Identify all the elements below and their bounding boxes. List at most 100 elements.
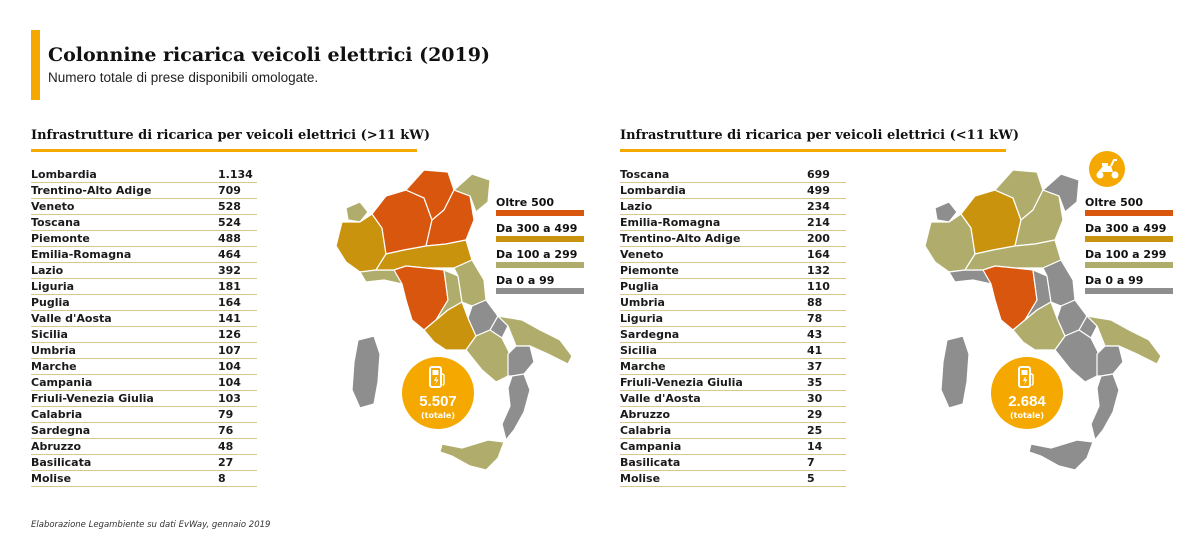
region-value: 79	[218, 408, 234, 421]
table-row: Sicilia 126	[31, 327, 257, 343]
region-value: 14	[807, 440, 823, 453]
region-shape-sardegna	[940, 335, 970, 409]
region-value: 464	[218, 248, 241, 261]
legend-label: Oltre 500	[1085, 196, 1144, 209]
table-row: Lazio 234	[620, 199, 846, 215]
region-name: Molise	[31, 472, 72, 485]
table-row: Sicilia 41	[620, 343, 846, 359]
source-footnote: Elaborazione Legambiente su dati EvWay, …	[31, 520, 271, 530]
region-value: 35	[807, 376, 823, 389]
region-value: 709	[218, 184, 241, 197]
region-shape-basilicata	[1096, 345, 1124, 377]
region-value: 25	[807, 424, 823, 437]
region-value: 392	[218, 264, 241, 277]
region-name: Emilia-Romagna	[31, 248, 132, 261]
region-value: 103	[218, 392, 241, 405]
legend-label: Da 0 a 99	[1085, 274, 1144, 287]
region-value: 141	[218, 312, 241, 325]
region-value: 88	[807, 296, 823, 309]
region-shape-sicilia	[1028, 439, 1094, 471]
table-row: Friuli-Venezia Giulia 35	[620, 375, 846, 391]
legend-label: Da 100 a 299	[1085, 248, 1167, 261]
region-value: 126	[218, 328, 241, 341]
region-name: Toscana	[620, 168, 670, 181]
map-legend: Oltre 500 Da 300 a 499 Da 100 a 299 Da 0 a …	[496, 195, 616, 299]
table-row: Piemonte 488	[31, 231, 257, 247]
region-value: 164	[807, 248, 830, 261]
region-value: 37	[807, 360, 823, 373]
legend-item: Da 100 a 299	[496, 247, 616, 273]
region-value: 200	[807, 232, 830, 245]
region-name: Puglia	[31, 296, 70, 309]
region-name: Molise	[620, 472, 661, 485]
legend-item: Da 0 a 99	[496, 273, 616, 299]
region-value: 48	[218, 440, 234, 453]
region-name: Friuli-Venezia Giulia	[31, 392, 154, 405]
region-name: Lombardia	[620, 184, 686, 197]
total-badge: 2.684 (totale)	[991, 357, 1063, 429]
table-row: Lombardia 499	[620, 183, 846, 199]
italy-region-map	[924, 169, 1162, 471]
region-value: 30	[807, 392, 823, 405]
region-name: Abruzzo	[31, 440, 82, 453]
table-row: Piemonte 132	[620, 263, 846, 279]
table-row: Calabria 79	[31, 407, 257, 423]
legend-item: Da 0 a 99	[1085, 273, 1200, 299]
region-value: 234	[807, 200, 830, 213]
region-table: Toscana 699 Lombardia 499 Lazio 234 Emilia-Rom…	[620, 167, 846, 487]
total-label: (totale)	[420, 411, 456, 420]
region-shape-friuli-venezia-giulia	[1041, 173, 1080, 214]
table-row: Toscana 524	[31, 215, 257, 231]
region-value: 524	[218, 216, 241, 229]
region-name: Puglia	[620, 280, 659, 293]
page-title: Colonnine ricarica veicoli elettrici (20…	[48, 44, 490, 66]
region-name: Veneto	[620, 248, 664, 261]
table-row: Marche 37	[620, 359, 846, 375]
region-name: Sicilia	[620, 344, 657, 357]
region-value: 78	[807, 312, 823, 325]
italy-region-map	[335, 169, 573, 471]
region-name: Lazio	[31, 264, 64, 277]
table-row: Marche 104	[31, 359, 257, 375]
region-name: Basilicata	[620, 456, 681, 469]
legend-label: Da 300 a 499	[496, 222, 578, 235]
table-row: Toscana 699	[620, 167, 846, 183]
table-row: Lazio 392	[31, 263, 257, 279]
legend-item: Oltre 500	[496, 195, 616, 221]
region-name: Basilicata	[31, 456, 92, 469]
region-name: Piemonte	[620, 264, 679, 277]
region-value: 41	[807, 344, 823, 357]
table-row: Sardegna 43	[620, 327, 846, 343]
table-row: Molise 5	[620, 471, 846, 487]
region-name: Campania	[31, 376, 93, 389]
region-value: 132	[807, 264, 830, 277]
table-row: Molise 8	[31, 471, 257, 487]
region-value: 488	[218, 232, 241, 245]
region-value: 104	[218, 360, 241, 373]
table-row: Abruzzo 29	[620, 407, 846, 423]
region-name: Sardegna	[620, 328, 680, 341]
panel-under-11kw: Infrastrutture di ricarica per veicoli e…	[620, 0, 1200, 550]
region-name: Calabria	[31, 408, 83, 421]
table-row: Veneto 164	[620, 247, 846, 263]
region-value: 181	[218, 280, 241, 293]
table-row: Basilicata 27	[31, 455, 257, 471]
region-name: Valle d'Aosta	[31, 312, 112, 325]
table-row: Liguria 181	[31, 279, 257, 295]
table-row: Calabria 25	[620, 423, 846, 439]
region-name: Lombardia	[31, 168, 97, 181]
region-value: 104	[218, 376, 241, 389]
region-value: 110	[807, 280, 830, 293]
table-row: Umbria 88	[620, 295, 846, 311]
total-badge: 5.507 (totale)	[402, 357, 474, 429]
charging-station-icon	[1018, 366, 1034, 388]
region-value: 214	[807, 216, 830, 229]
legend-label: Da 0 a 99	[496, 274, 555, 287]
region-name: Marche	[31, 360, 77, 373]
table-row: Trentino-Alto Adige 709	[31, 183, 257, 199]
total-value: 5.507	[419, 393, 457, 410]
legend-label: Da 300 a 499	[1085, 222, 1167, 235]
region-shape-puglia	[496, 315, 573, 365]
region-value: 7	[807, 456, 815, 469]
legend-item: Da 300 a 499	[1085, 221, 1200, 247]
